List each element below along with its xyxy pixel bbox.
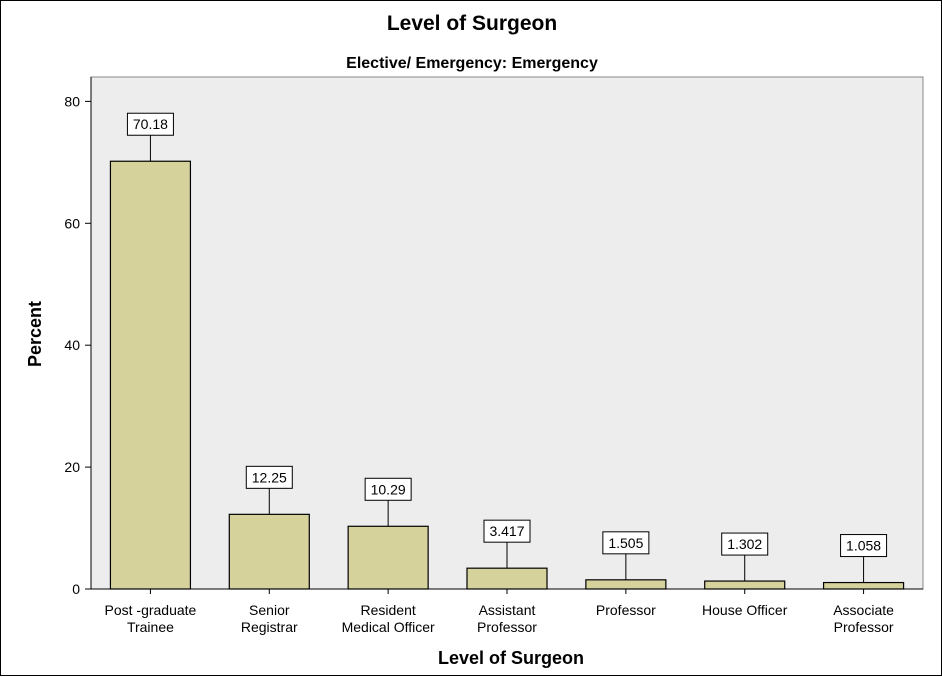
chart-title: Level of Surgeon bbox=[387, 12, 557, 35]
category-label: Registrar bbox=[241, 619, 298, 635]
y-tick-label: 40 bbox=[64, 337, 80, 353]
bar bbox=[585, 579, 667, 590]
category-label: Professor bbox=[834, 619, 894, 635]
category-label: Professor bbox=[477, 619, 537, 635]
category-label: Assistant bbox=[479, 602, 536, 618]
category-label: House Officer bbox=[702, 602, 788, 618]
bars-group: 70.18 12.25 10.29 3.417 1.505 1.302 1.058 bbox=[109, 112, 905, 590]
x-axis-title: Level of Surgeon bbox=[438, 648, 584, 668]
data-label-box bbox=[721, 532, 769, 556]
data-label-box bbox=[483, 519, 531, 543]
bar bbox=[466, 567, 548, 590]
data-label-box bbox=[245, 465, 293, 489]
data-label: 1.302 bbox=[727, 536, 762, 552]
category-label: Senior bbox=[249, 602, 290, 618]
category-label: Resident bbox=[361, 602, 416, 618]
data-label-box bbox=[126, 112, 174, 136]
y-axis-title: Percent bbox=[25, 301, 45, 367]
data-label-box bbox=[602, 531, 650, 555]
bar bbox=[228, 513, 310, 590]
bar bbox=[347, 525, 429, 590]
category-label: Trainee bbox=[127, 619, 174, 635]
data-label: 3.417 bbox=[489, 523, 524, 539]
data-label-box bbox=[840, 534, 888, 558]
y-tick-label: 60 bbox=[64, 215, 80, 231]
data-label: 12.25 bbox=[252, 469, 287, 485]
y-tick-label: 80 bbox=[64, 93, 80, 109]
category-label: Professor bbox=[596, 602, 656, 618]
y-tick-label: 20 bbox=[64, 459, 80, 475]
data-label: 70.18 bbox=[133, 116, 168, 132]
bar bbox=[704, 580, 786, 590]
bar bbox=[109, 160, 192, 590]
bar bbox=[822, 581, 905, 590]
data-label: 1.058 bbox=[846, 538, 881, 554]
category-label: Post -graduate bbox=[105, 602, 197, 618]
category-label: Associate bbox=[833, 602, 894, 618]
category-label: Medical Officer bbox=[342, 619, 435, 635]
chart-subtitle: Elective/ Emergency: Emergency bbox=[346, 55, 598, 72]
data-label: 10.29 bbox=[371, 481, 406, 497]
y-tick-label: 0 bbox=[72, 581, 80, 597]
plot-area bbox=[90, 76, 924, 590]
data-label-box bbox=[364, 477, 412, 501]
data-label: 1.505 bbox=[608, 535, 643, 551]
